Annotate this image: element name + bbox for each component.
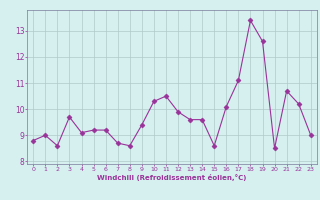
X-axis label: Windchill (Refroidissement éolien,°C): Windchill (Refroidissement éolien,°C) <box>97 174 247 181</box>
